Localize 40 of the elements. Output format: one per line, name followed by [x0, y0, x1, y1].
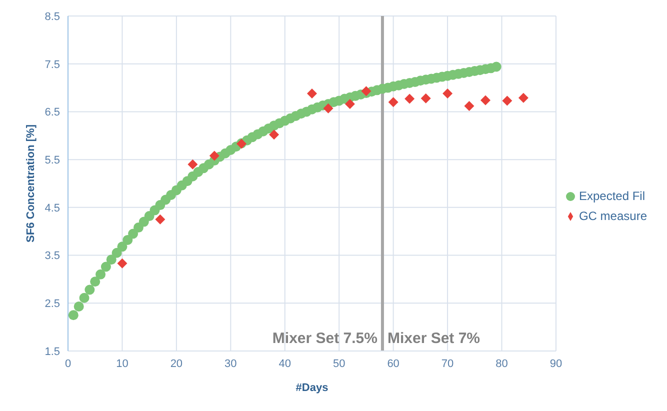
y-tick-label: 4.5 — [44, 202, 60, 214]
y-tick-label: 6.5 — [44, 106, 60, 119]
point — [344, 99, 355, 110]
point — [518, 92, 528, 103]
point — [306, 88, 317, 99]
y-tick-label: 1.5 — [44, 346, 60, 358]
point — [188, 159, 198, 170]
x-tick-label: 40 — [278, 358, 291, 370]
y-tick-label: 2.5 — [44, 298, 60, 310]
x-tick-label: 60 — [387, 358, 400, 370]
x-tick-label: 10 — [116, 358, 128, 370]
x-tick-label: 50 — [332, 358, 346, 370]
annotation: Mixer Set 7% — [387, 330, 480, 347]
point — [388, 97, 398, 108]
x-tick-label: 90 — [550, 358, 562, 370]
point — [480, 95, 490, 106]
x-tick-label: 30 — [224, 358, 237, 370]
point — [420, 93, 431, 104]
point — [209, 150, 220, 161]
x-tick-label: 20 — [170, 358, 183, 370]
annotation: Mixer Set 7.5% — [272, 330, 378, 347]
point — [404, 94, 415, 104]
point — [464, 100, 474, 111]
y-axis-title: SF6 Concentration [%] — [24, 124, 37, 242]
x-tick-label: 0 — [64, 358, 72, 370]
x-tick-label: 80 — [496, 358, 508, 370]
point — [323, 103, 334, 114]
y-tick-label: 7.5 — [44, 58, 60, 71]
legend-label: Expected Fil — [578, 188, 645, 202]
point — [442, 88, 453, 99]
point — [117, 258, 128, 268]
point — [155, 214, 166, 224]
legend-label: GC measure — [578, 208, 647, 222]
point — [502, 96, 512, 106]
x-axis-title: #Days — [296, 382, 328, 394]
y-tick-label: 3.5 — [44, 250, 60, 262]
point — [269, 130, 280, 140]
y-tick-label: 8.5 — [44, 10, 60, 23]
y-tick-label: 5.5 — [44, 154, 60, 166]
x-tick-label: 70 — [441, 358, 454, 370]
